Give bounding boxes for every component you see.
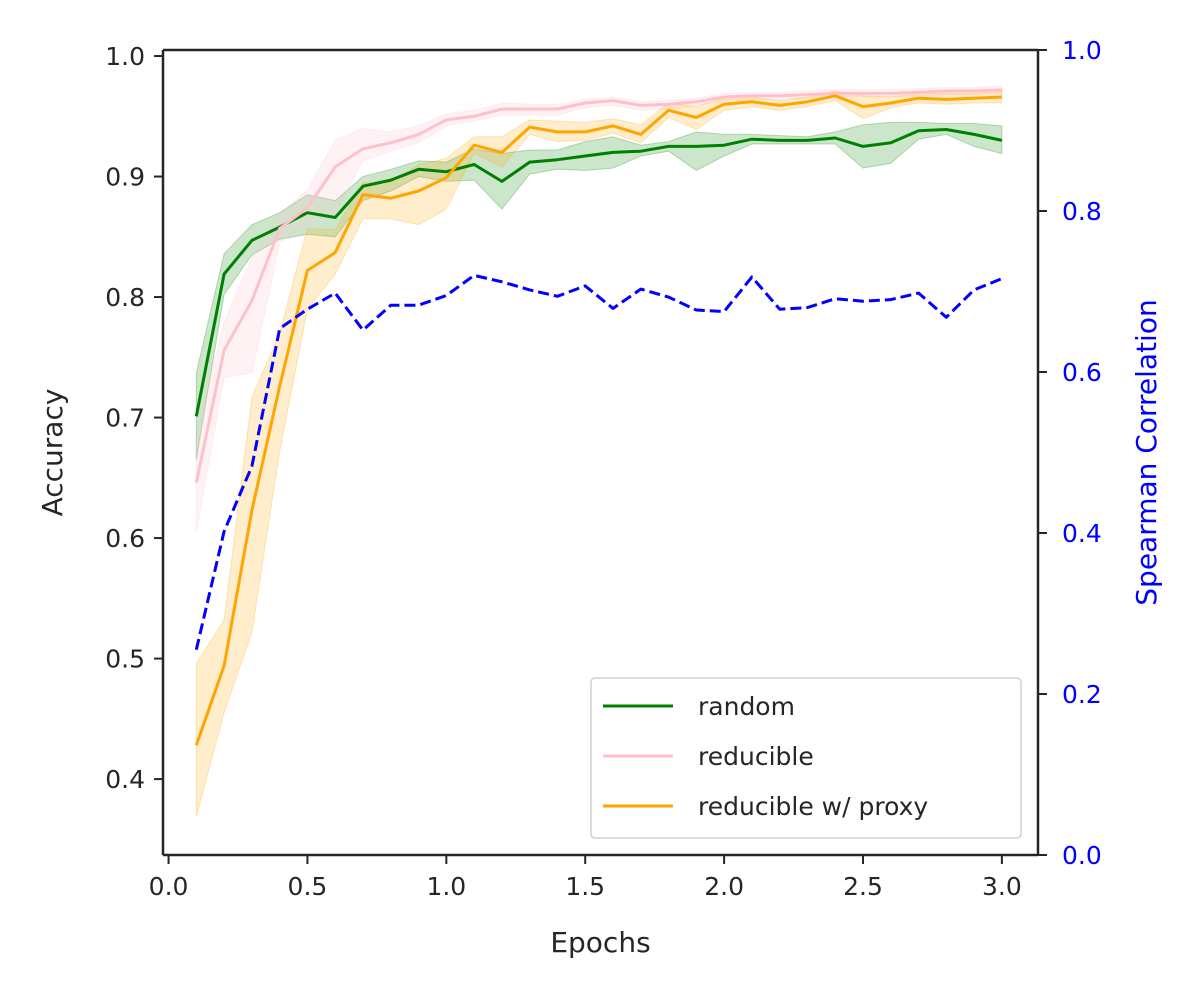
axes: 0.0 0.5 1.0 1.5 2.0 2.5 3.0 0.4 0.5 0.6 0.7 0.8 0.9 1…	[36, 36, 1163, 959]
x-tick-label: 1.5	[565, 872, 605, 901]
y2-tick-label: 0.6	[1062, 358, 1102, 387]
series-lines	[194, 88, 1003, 746]
x-tick-label: 0.0	[149, 872, 189, 901]
y-tick-label: 0.8	[105, 283, 145, 312]
line-random	[194, 128, 1003, 417]
x-axis-label: Epochs	[550, 926, 650, 959]
legend: random reducible reducible w/ proxy	[590, 677, 1022, 839]
confidence-bands	[195, 85, 1003, 817]
x-tick-label: 1.0	[426, 872, 466, 901]
y-tick-label: 0.7	[105, 404, 145, 433]
y2-tick-label: 0.0	[1062, 841, 1102, 870]
y2-tick-label: 1.0	[1062, 36, 1102, 65]
y2-tick-label: 0.8	[1062, 197, 1102, 226]
legend-box	[590, 677, 1022, 839]
line-reducible-w-proxy	[194, 94, 1002, 746]
y-tick-label: 0.9	[105, 163, 145, 192]
line-spearman-correlation	[194, 273, 1003, 651]
y-tick-label: 1.0	[105, 42, 145, 71]
x-tick-label: 0.5	[288, 872, 328, 901]
y2-tick-label: 0.4	[1062, 519, 1102, 548]
y-tick-label: 0.5	[105, 645, 145, 674]
x-tick-label: 2.5	[843, 872, 883, 901]
band-reducible-w-proxy	[195, 90, 1003, 817]
band-random	[195, 121, 1003, 460]
legend-label-random: random	[698, 692, 795, 721]
y-tick-label: 0.6	[105, 524, 145, 553]
legend-label-reducible: reducible	[698, 742, 814, 771]
legend-label-reducible-w-proxy: reducible w/ proxy	[698, 792, 928, 821]
y-axis-label: Accuracy	[36, 389, 69, 517]
y2-axis-label: Spearman Correlation	[1130, 299, 1163, 605]
line-reducible	[194, 88, 1002, 483]
x-tick-label: 2.0	[704, 872, 744, 901]
y-tick-label: 0.4	[105, 765, 145, 794]
band-reducible	[195, 85, 1003, 533]
y2-tick-label: 0.2	[1062, 680, 1102, 709]
x-tick-label: 3.0	[982, 872, 1022, 901]
